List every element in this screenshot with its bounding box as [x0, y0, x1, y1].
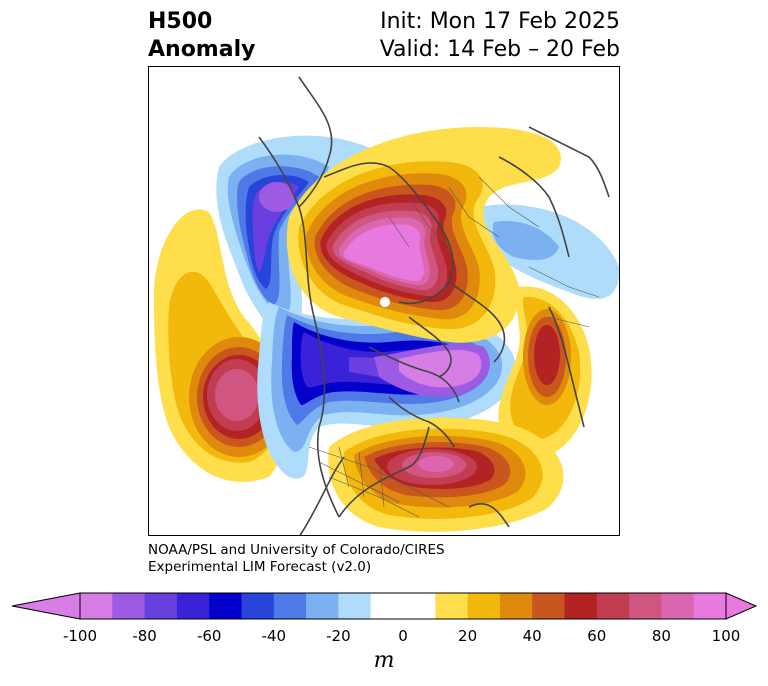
political-borders	[308, 176, 600, 518]
credit-line-2: Experimental LIM Forecast (v2.0)	[148, 558, 372, 575]
colorbar-swatch	[209, 593, 242, 619]
colorbar-tick-label: 60	[587, 627, 607, 645]
colorbar-swatch	[144, 593, 178, 619]
credit-text: NOAA/PSL and University of Colorado/CIRE…	[148, 542, 445, 575]
field-label: H500	[148, 9, 213, 34]
type-label: Anomaly	[148, 37, 256, 62]
credit-line-1: NOAA/PSL and University of Colorado/CIRE…	[148, 542, 445, 558]
colorbar-tick-label: 40	[522, 627, 542, 645]
colorbar-unit-label: m	[373, 648, 395, 673]
valid-range: Valid: 14 Feb – 20 Feb	[379, 37, 620, 62]
colorbar-swatch	[112, 593, 146, 619]
colorbar-tick-label: -60	[196, 627, 222, 645]
colorbar-swatch	[241, 593, 275, 619]
colorbar-swatch	[467, 593, 501, 619]
colorbar-swatch	[661, 593, 695, 619]
colorbar-tick-label: -40	[261, 627, 287, 645]
colorbar-border	[79, 592, 727, 620]
colorbar-tick-label: -20	[326, 627, 351, 645]
colorbar-extend-high	[725, 592, 758, 620]
colorbar-swatch	[176, 593, 210, 619]
positive-anomaly-europe	[498, 286, 592, 458]
negative-anomaly-central	[257, 302, 516, 479]
colorbar-swatch	[596, 593, 630, 619]
colorbar-tick-label: -100	[62, 627, 98, 645]
init-date: Init: Mon 17 Feb 2025	[380, 9, 620, 34]
colorbar	[11, 592, 758, 620]
colorbar-swatch	[629, 593, 662, 619]
anomaly-map	[148, 66, 620, 536]
colorbar-swatch	[338, 593, 372, 619]
colorbar-tick-label: 80	[651, 627, 671, 645]
positive-anomaly-arctic	[286, 127, 561, 343]
colorbar-extend-low	[11, 592, 81, 620]
positive-anomaly-atlantic	[328, 417, 564, 532]
colorbar-tick-label: 100	[711, 627, 741, 645]
colorbar-swatch	[693, 593, 727, 619]
colorbar-swatch	[564, 593, 598, 619]
colorbar-swatch	[435, 593, 469, 619]
map-title: H500 Anomaly	[148, 8, 255, 64]
colorbar-tick-label: 20	[458, 627, 478, 645]
map-svg	[154, 76, 619, 535]
coastlines	[258, 76, 610, 535]
north-pole-marker	[379, 296, 391, 308]
colorbar-swatch	[532, 593, 565, 619]
colorbar-tick-label: 0	[398, 627, 408, 645]
colorbar-swatch	[403, 593, 436, 619]
colorbar-swatch	[80, 593, 113, 619]
colorbar-swatch	[499, 593, 533, 619]
colorbar-swatch	[370, 593, 404, 619]
colorbar-tick-label: -80	[132, 627, 157, 645]
forecast-dates: Init: Mon 17 Feb 2025 Valid: 14 Feb – 20…	[380, 8, 620, 64]
negative-anomaly-east	[473, 204, 619, 299]
colorbar-swatch	[306, 593, 339, 619]
colorbar-swatch	[273, 593, 307, 619]
